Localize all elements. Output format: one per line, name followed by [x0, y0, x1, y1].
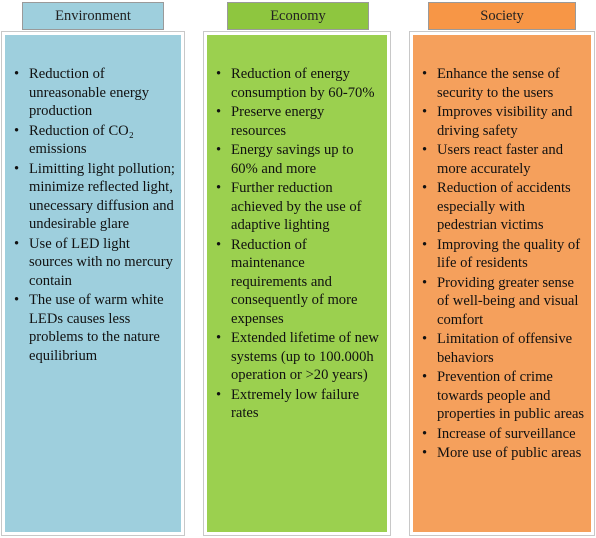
list-item: Improving the quality of life of residen… — [419, 236, 587, 273]
list-item: Reduction of energy consumption by 60-70… — [213, 65, 383, 102]
list-item: The use of warm white LEDs causes less p… — [11, 291, 177, 365]
list-item: Limitation of offensive behaviors — [419, 330, 587, 367]
list-item: Extended lifetime of new systems (up to … — [213, 329, 383, 385]
list-item: Limitting light pollution; minimize refl… — [11, 160, 177, 234]
list-item: Preserve energy resources — [213, 103, 383, 140]
economy-column: Reduction of energy consumption by 60-70… — [203, 31, 391, 536]
list-item: Reduction of accidents especially with p… — [419, 179, 587, 235]
list-item: Extremely low failure rates — [213, 386, 383, 423]
list-item: Reduction of CO₂ emissions — [11, 122, 177, 159]
list-item: Reduction of unreasonable energy product… — [11, 65, 177, 121]
list-item: Prevention of crime towards people and p… — [419, 368, 587, 424]
list-item: Users react faster and more accurately — [419, 141, 587, 178]
list-item: Use of LED light sources with no mercury… — [11, 235, 177, 291]
list-item: Reduction of maintenance requirements an… — [213, 236, 383, 329]
list-item: More use of public areas — [419, 444, 587, 463]
environment-column: Reduction of unreasonable energy product… — [1, 31, 185, 536]
society-column: Enhance the sense of security to the use… — [409, 31, 595, 536]
list-item: Increase of surveillance — [419, 425, 587, 444]
list-item: Further reduction achieved by the use of… — [213, 179, 383, 235]
economy-list: Reduction of energy consumption by 60-70… — [213, 65, 383, 423]
list-item: Improves visibility and driving safety — [419, 103, 587, 140]
society-list: Enhance the sense of security to the use… — [419, 65, 587, 463]
environment-list: Reduction of unreasonable energy product… — [11, 65, 177, 365]
list-item: Enhance the sense of security to the use… — [419, 65, 587, 102]
economy-header: Economy — [227, 2, 369, 30]
list-item: Energy savings up to 60% and more — [213, 141, 383, 178]
environment-header: Environment — [22, 2, 164, 30]
society-header: Society — [428, 2, 576, 30]
list-item: Providing greater sense of well-being an… — [419, 274, 587, 330]
